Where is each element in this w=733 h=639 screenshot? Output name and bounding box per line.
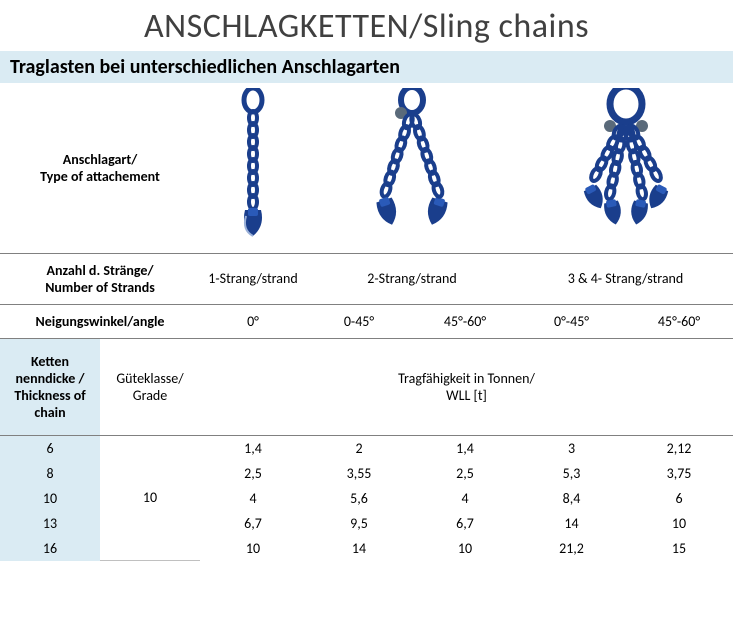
wll-cell: 2 [306,435,412,461]
wll-cell: 10 [200,536,306,561]
thickness-cell: 8 [0,461,100,486]
wll-cell: 2,12 [625,435,733,461]
wll-cell: 6,7 [200,511,306,536]
strand-header-2: 2-Strang/strand [306,253,518,304]
chain-1-strand-icon [200,83,306,253]
page-title: ANSCHLAGKETTEN/Sling chains [0,0,733,51]
wll-cell: 15 [625,536,733,561]
wll-cell: 1,4 [412,435,518,461]
angle-1: 0-45° [306,304,412,338]
wll-cell: 5,3 [518,461,625,486]
strand-header-1: 1-Strang/strand [200,253,306,304]
wll-cell: 2,5 [412,461,518,486]
wll-cell: 3,55 [306,461,412,486]
wll-cell: 10 [412,536,518,561]
thickness-cell: 6 [0,435,100,461]
subtitle: Traglasten bei unterschiedlichen Anschla… [0,51,733,83]
angle-label: Neigungswinkel/angle [0,304,200,338]
wll-cell: 10 [625,511,733,536]
chain-4-strand-icon [518,83,733,253]
wll-cell: 14 [518,511,625,536]
strands-label: Anzahl d. Stränge/ Number of Strands [0,253,200,304]
angle-0: 0° [200,304,306,338]
wll-cell: 6,7 [412,511,518,536]
wll-header: Tragfähigkeit in Tonnen/ WLL [t] [200,338,733,435]
wll-cell: 8,4 [518,486,625,511]
load-table: Anschlagart/ Type of attachement [0,83,733,561]
wll-cell: 6 [625,486,733,511]
grade-cell: 10 [100,435,200,561]
wll-cell: 21,2 [518,536,625,561]
thickness-cell: 16 [0,536,100,561]
wll-cell: 9,5 [306,511,412,536]
wll-cell: 2,5 [200,461,306,486]
wll-cell: 3 [518,435,625,461]
angle-4: 45°-60° [625,304,733,338]
wll-cell: 14 [306,536,412,561]
strand-header-3: 3 & 4- Strang/strand [518,253,733,304]
wll-cell: 3,75 [625,461,733,486]
thickness-header: Ketten nenndicke / Thickness of chain [0,338,100,435]
angle-3: 0°-45° [518,304,625,338]
wll-cell: 4 [200,486,306,511]
wll-cell: 4 [412,486,518,511]
wll-cell: 5,6 [306,486,412,511]
attachment-label: Anschlagart/ Type of attachement [0,83,200,253]
grade-header: Güteklasse/ Grade [100,338,200,435]
chain-2-strand-icon [306,83,518,253]
angle-2: 45°-60° [412,304,518,338]
thickness-cell: 10 [0,486,100,511]
wll-cell: 1,4 [200,435,306,461]
thickness-cell: 13 [0,511,100,536]
